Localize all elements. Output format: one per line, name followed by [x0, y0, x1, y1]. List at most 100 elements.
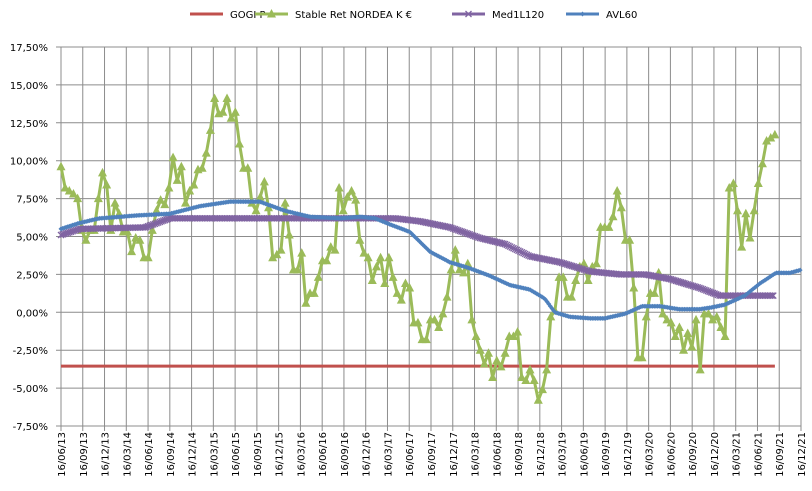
data-point-triangle	[546, 311, 556, 321]
legend-marker-triangle	[267, 9, 276, 18]
data-point-triangle	[749, 205, 759, 215]
y-tick-label: 10,00%	[10, 157, 48, 168]
data-point-triangle	[683, 328, 693, 338]
data-point-triangle	[720, 331, 730, 341]
data-point-triangle	[434, 322, 444, 331]
data-point-triangle	[363, 252, 373, 262]
y-tick-label: 0,00%	[16, 308, 48, 319]
data-point-triangle	[56, 161, 66, 171]
data-point-triangle	[500, 348, 510, 357]
data-point-triangle	[716, 322, 726, 331]
x-tick-label: 16/06/19	[579, 432, 590, 477]
data-point-triangle	[483, 348, 493, 357]
x-tick-label: 16/12/15	[275, 432, 286, 477]
data-point-triangle	[608, 211, 618, 221]
data-point-triangle	[670, 331, 680, 341]
y-tick-label: -5,00%	[13, 384, 48, 395]
data-point-triangle	[691, 314, 701, 324]
data-point-triangle	[533, 395, 543, 404]
x-tick-label: 16/06/18	[492, 432, 503, 477]
data-point-triangle	[766, 132, 776, 142]
data-point-triangle	[542, 364, 552, 374]
data-point-triangle	[496, 361, 506, 371]
x-tick-label: 16/09/20	[688, 432, 699, 477]
data-point-triangle	[135, 235, 145, 244]
data-point-triangle	[176, 161, 186, 171]
data-point-triangle	[60, 182, 70, 192]
data-point-triangle	[259, 176, 269, 186]
data-point-triangle	[338, 205, 348, 215]
data-point-triangle	[612, 186, 622, 195]
x-tick-label: 16/03/16	[296, 432, 307, 477]
data-point-triangle	[205, 125, 215, 134]
data-point-triangle	[64, 186, 74, 195]
series-stable-ret-nordea-k	[56, 93, 780, 404]
data-point-triangle	[413, 317, 423, 327]
data-point-triangle	[479, 358, 489, 368]
data-point-triangle	[309, 288, 319, 297]
data-point-triangle	[172, 175, 182, 184]
data-point-triangle	[525, 364, 535, 374]
y-tick-label: 7,50%	[16, 195, 48, 206]
data-point-triangle	[156, 195, 166, 204]
x-tick-label: 16/03/15	[209, 432, 220, 477]
legend-item-stable-ret-nordea-k: Stable Ret NORDEA K €	[255, 9, 412, 21]
data-point-triangle	[770, 129, 780, 139]
data-point-triangle	[251, 205, 261, 215]
x-tick-label: 16/09/19	[601, 432, 612, 477]
data-point-triangle	[728, 178, 738, 187]
data-point-triangle	[334, 182, 344, 192]
data-point-triangle	[637, 352, 647, 362]
data-point-triangle	[421, 334, 431, 344]
data-point-triangle	[222, 93, 232, 103]
x-tick-label: 16/06/21	[753, 432, 764, 477]
x-tick-label: 16/06/13	[57, 432, 68, 477]
x-tick-label: 16/09/14	[166, 432, 177, 477]
data-point-triangle	[658, 308, 668, 318]
data-point-triangle	[210, 93, 220, 103]
y-tick-label: 12,50%	[10, 119, 48, 130]
data-point-triangle	[388, 272, 398, 281]
data-point-triangle	[679, 345, 689, 354]
data-point-triangle	[110, 198, 120, 207]
data-point-triangle	[666, 317, 676, 327]
data-point-triangle	[687, 342, 697, 351]
gridlines	[56, 46, 802, 431]
data-point-triangle	[604, 222, 614, 231]
data-point-diamond	[432, 251, 438, 257]
series-med1l120	[57, 214, 777, 300]
x-tick-label: 16/09/13	[79, 432, 90, 477]
data-point-triangle	[762, 135, 772, 145]
data-point-triangle	[351, 195, 361, 204]
x-tick-label: 16/06/16	[318, 432, 329, 477]
data-point-triangle	[753, 178, 763, 187]
x-tick-label: 16/12/20	[710, 432, 721, 477]
data-point-triangle	[558, 272, 568, 281]
legend-label: Med1L120	[492, 10, 544, 21]
data-point-triangle	[93, 193, 103, 203]
data-point-triangle	[301, 298, 311, 307]
data-point-triangle	[380, 278, 390, 287]
data-point-triangle	[741, 208, 751, 218]
data-point-triangle	[708, 314, 718, 324]
data-point-triangle	[521, 375, 531, 385]
data-point-triangle	[284, 229, 294, 239]
x-tick-label: 16/03/20	[645, 432, 656, 477]
data-point-triangle	[143, 252, 153, 262]
data-point-triangle	[650, 288, 660, 297]
x-tick-label: 16/12/19	[623, 432, 634, 477]
legend-label: GOGI P	[230, 10, 266, 21]
data-point-triangle	[230, 107, 240, 116]
legend-item-avl60: AVL60	[566, 10, 637, 21]
data-point-triangle	[168, 152, 178, 162]
data-point-triangle	[529, 375, 539, 385]
data-point-triangle	[745, 233, 755, 242]
legend-label: Stable Ret NORDEA K €	[295, 10, 412, 21]
data-point-triangle	[280, 198, 290, 207]
data-point-triangle	[68, 189, 78, 198]
data-point-triangle	[703, 308, 713, 318]
data-point-triangle	[347, 186, 357, 195]
data-point-triangle	[712, 311, 722, 321]
data-point-triangle	[243, 163, 253, 172]
